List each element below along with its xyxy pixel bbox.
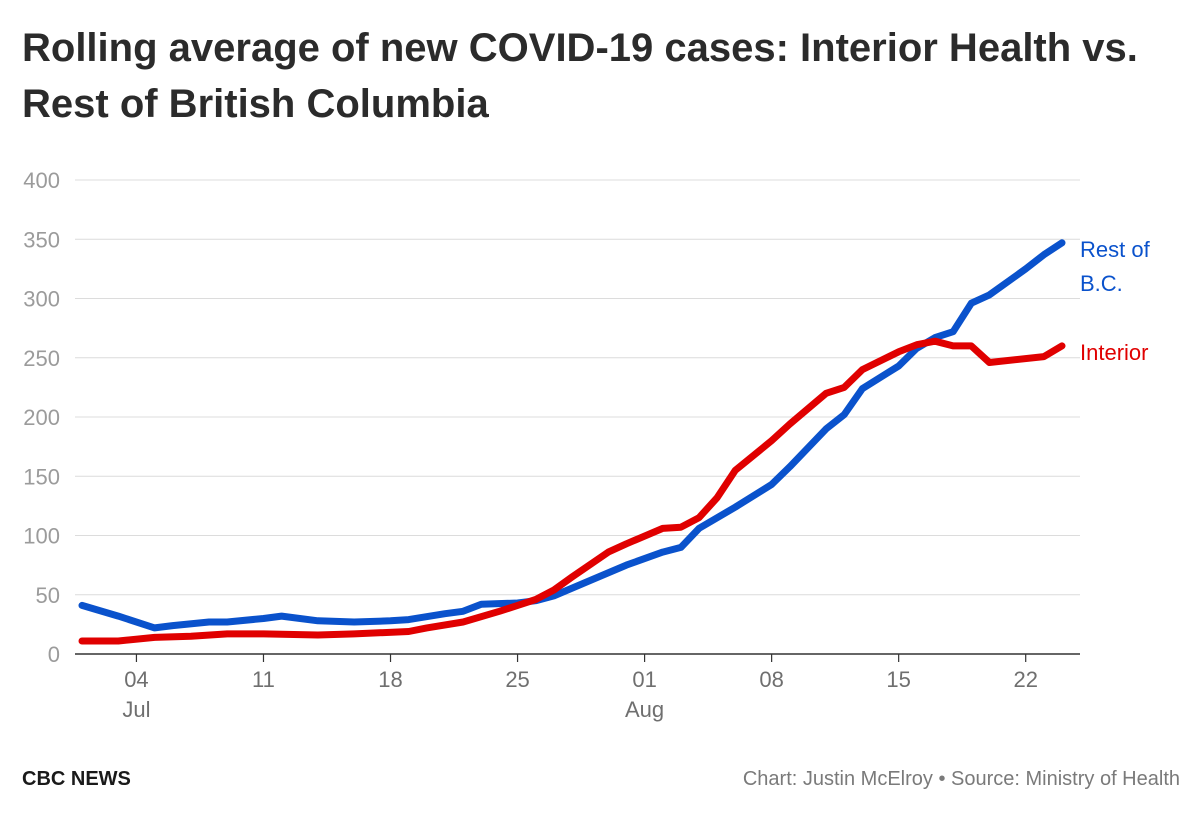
y-tick-label: 200 <box>23 405 60 430</box>
chart-credit: Chart: Justin McElroy • Source: Ministry… <box>742 768 1180 790</box>
x-tick-label: 01 <box>632 667 656 692</box>
x-tick-sublabel: Aug <box>625 697 664 722</box>
y-tick-label: 350 <box>23 227 60 252</box>
series-line-rest-of-b-c <box>78 239 1066 632</box>
x-tick-label: 04 <box>124 667 148 692</box>
series-lines <box>78 239 1066 645</box>
x-tick-label: 11 <box>252 667 275 692</box>
y-tick-label: 400 <box>23 168 60 193</box>
brand-logo-text: CBC NEWS <box>22 768 131 790</box>
series-label: Interior <box>1080 340 1148 365</box>
x-tick-label: 18 <box>378 667 402 692</box>
x-axis: 04 Jul 11 18 25 01 Aug 08 15 22 <box>122 654 1038 722</box>
y-tick-label: 100 <box>23 524 60 549</box>
x-tick-label: 15 <box>886 667 910 692</box>
series-labels: Rest of B.C. Interior <box>1080 237 1151 365</box>
chart-title: Rolling average of new COVID-19 cases: I… <box>22 26 1138 126</box>
y-axis: 0 50 100 150 200 250 300 350 400 <box>23 168 60 667</box>
y-tick-label: 50 <box>36 583 60 608</box>
y-tick-label: 300 <box>23 287 60 312</box>
grid-lines <box>75 179 1080 655</box>
y-tick-label: 0 <box>48 642 60 667</box>
series-label: Rest of <box>1080 237 1151 262</box>
x-tick-sublabel: Jul <box>122 697 150 722</box>
series-label: B.C. <box>1080 271 1123 296</box>
y-tick-label: 150 <box>23 464 60 489</box>
y-tick-label: 250 <box>23 346 60 371</box>
x-tick-label: 22 <box>1013 667 1037 692</box>
x-tick-label: 25 <box>505 667 529 692</box>
x-tick-label: 08 <box>759 667 783 692</box>
series-line-interior <box>78 337 1066 645</box>
